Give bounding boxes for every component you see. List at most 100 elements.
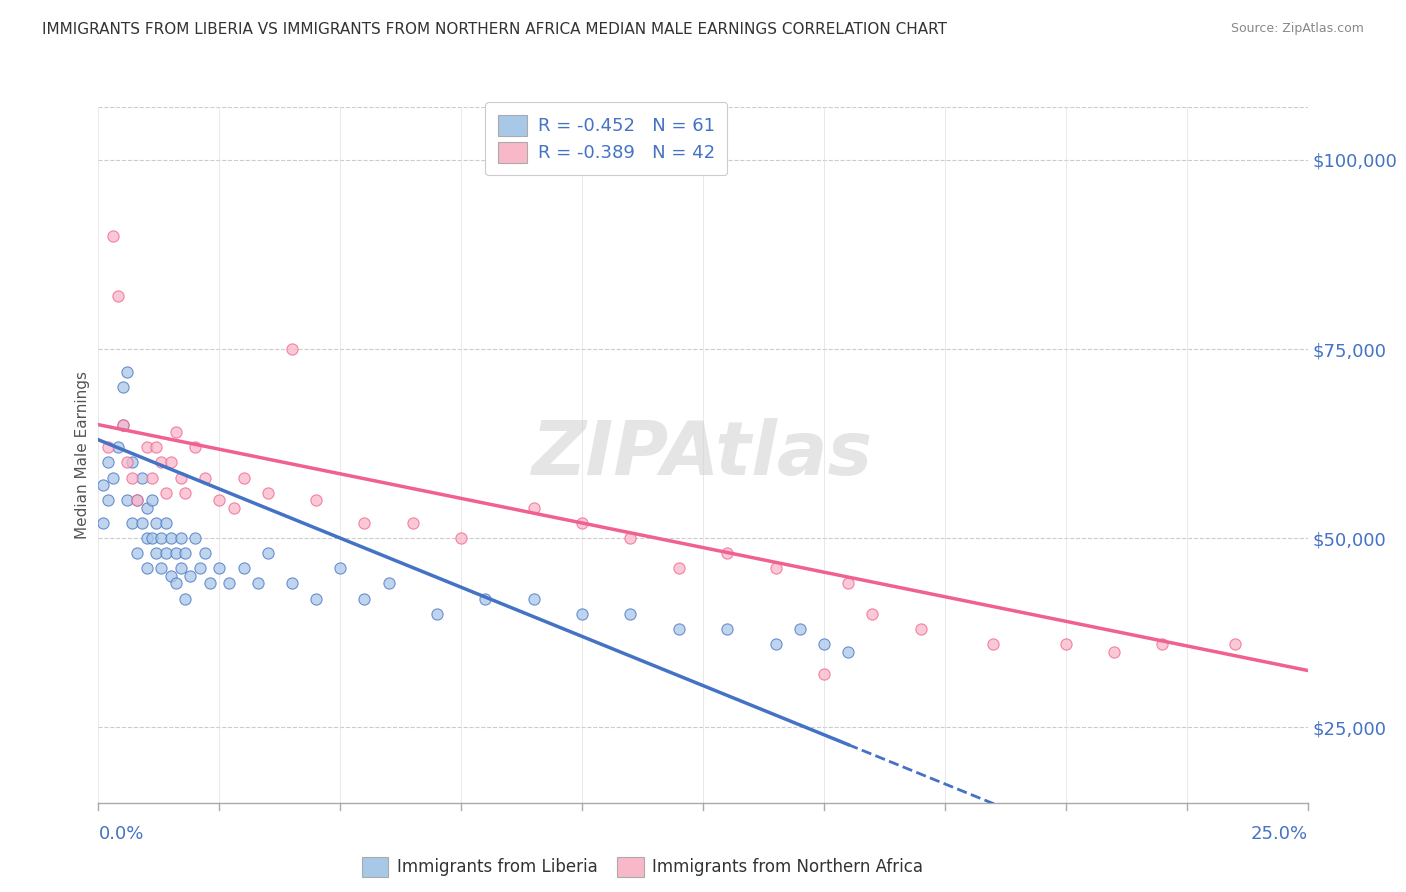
- Point: [619, 607, 641, 621]
- Point: [194, 470, 217, 484]
- Point: [194, 546, 217, 560]
- Point: [1152, 637, 1174, 651]
- Point: [141, 470, 163, 484]
- Point: [450, 531, 472, 545]
- Point: [1223, 637, 1246, 651]
- Point: [155, 516, 177, 530]
- Point: [716, 622, 738, 636]
- Point: [165, 576, 187, 591]
- Point: [160, 531, 183, 545]
- Point: [135, 441, 157, 455]
- Point: [150, 561, 173, 575]
- Point: [232, 561, 254, 575]
- Point: [1102, 644, 1125, 658]
- Point: [155, 546, 177, 560]
- Text: ZIPAtlas: ZIPAtlas: [533, 418, 873, 491]
- Point: [107, 441, 129, 455]
- Point: [97, 455, 120, 469]
- Point: [135, 561, 157, 575]
- Point: [222, 500, 245, 515]
- Point: [329, 561, 352, 575]
- Point: [668, 622, 690, 636]
- Point: [353, 516, 375, 530]
- Point: [117, 455, 139, 469]
- Point: [716, 546, 738, 560]
- Point: [111, 417, 134, 432]
- Point: [474, 591, 496, 606]
- Point: [571, 607, 593, 621]
- Point: [571, 516, 593, 530]
- Point: [150, 531, 173, 545]
- Legend: Immigrants from Liberia, Immigrants from Northern Africa: Immigrants from Liberia, Immigrants from…: [353, 849, 932, 885]
- Point: [765, 637, 787, 651]
- Point: [135, 531, 157, 545]
- Point: [426, 607, 449, 621]
- Point: [135, 500, 157, 515]
- Point: [127, 493, 149, 508]
- Point: [131, 516, 153, 530]
- Point: [188, 561, 211, 575]
- Point: [1054, 637, 1077, 651]
- Point: [91, 478, 114, 492]
- Point: [155, 485, 177, 500]
- Point: [184, 441, 207, 455]
- Point: [281, 342, 304, 356]
- Point: [377, 576, 399, 591]
- Y-axis label: Median Male Earnings: Median Male Earnings: [75, 371, 90, 539]
- Point: [141, 493, 163, 508]
- Point: [523, 591, 546, 606]
- Point: [160, 569, 183, 583]
- Point: [174, 546, 197, 560]
- Point: [523, 500, 546, 515]
- Point: [165, 546, 187, 560]
- Point: [910, 622, 932, 636]
- Point: [668, 561, 690, 575]
- Point: [107, 289, 129, 303]
- Point: [813, 637, 835, 651]
- Point: [127, 546, 149, 560]
- Point: [121, 470, 143, 484]
- Point: [127, 493, 149, 508]
- Point: [117, 493, 139, 508]
- Point: [111, 380, 134, 394]
- Point: [402, 516, 425, 530]
- Point: [141, 531, 163, 545]
- Point: [256, 485, 278, 500]
- Point: [981, 637, 1004, 651]
- Point: [789, 622, 811, 636]
- Point: [281, 576, 304, 591]
- Point: [145, 516, 167, 530]
- Point: [111, 417, 134, 432]
- Point: [208, 561, 231, 575]
- Point: [150, 455, 173, 469]
- Point: [145, 441, 167, 455]
- Point: [179, 569, 201, 583]
- Point: [218, 576, 240, 591]
- Point: [101, 470, 124, 484]
- Point: [174, 485, 197, 500]
- Point: [165, 425, 187, 440]
- Point: [860, 607, 883, 621]
- Text: 25.0%: 25.0%: [1250, 825, 1308, 843]
- Point: [208, 493, 231, 508]
- Point: [121, 455, 143, 469]
- Point: [145, 546, 167, 560]
- Point: [837, 576, 859, 591]
- Point: [169, 561, 191, 575]
- Point: [160, 455, 183, 469]
- Point: [765, 561, 787, 575]
- Point: [813, 667, 835, 681]
- Point: [256, 546, 278, 560]
- Point: [305, 493, 328, 508]
- Point: [174, 591, 197, 606]
- Point: [97, 493, 120, 508]
- Text: 0.0%: 0.0%: [98, 825, 143, 843]
- Point: [619, 531, 641, 545]
- Point: [131, 470, 153, 484]
- Text: Source: ZipAtlas.com: Source: ZipAtlas.com: [1230, 22, 1364, 36]
- Point: [305, 591, 328, 606]
- Point: [169, 531, 191, 545]
- Point: [232, 470, 254, 484]
- Point: [121, 516, 143, 530]
- Point: [184, 531, 207, 545]
